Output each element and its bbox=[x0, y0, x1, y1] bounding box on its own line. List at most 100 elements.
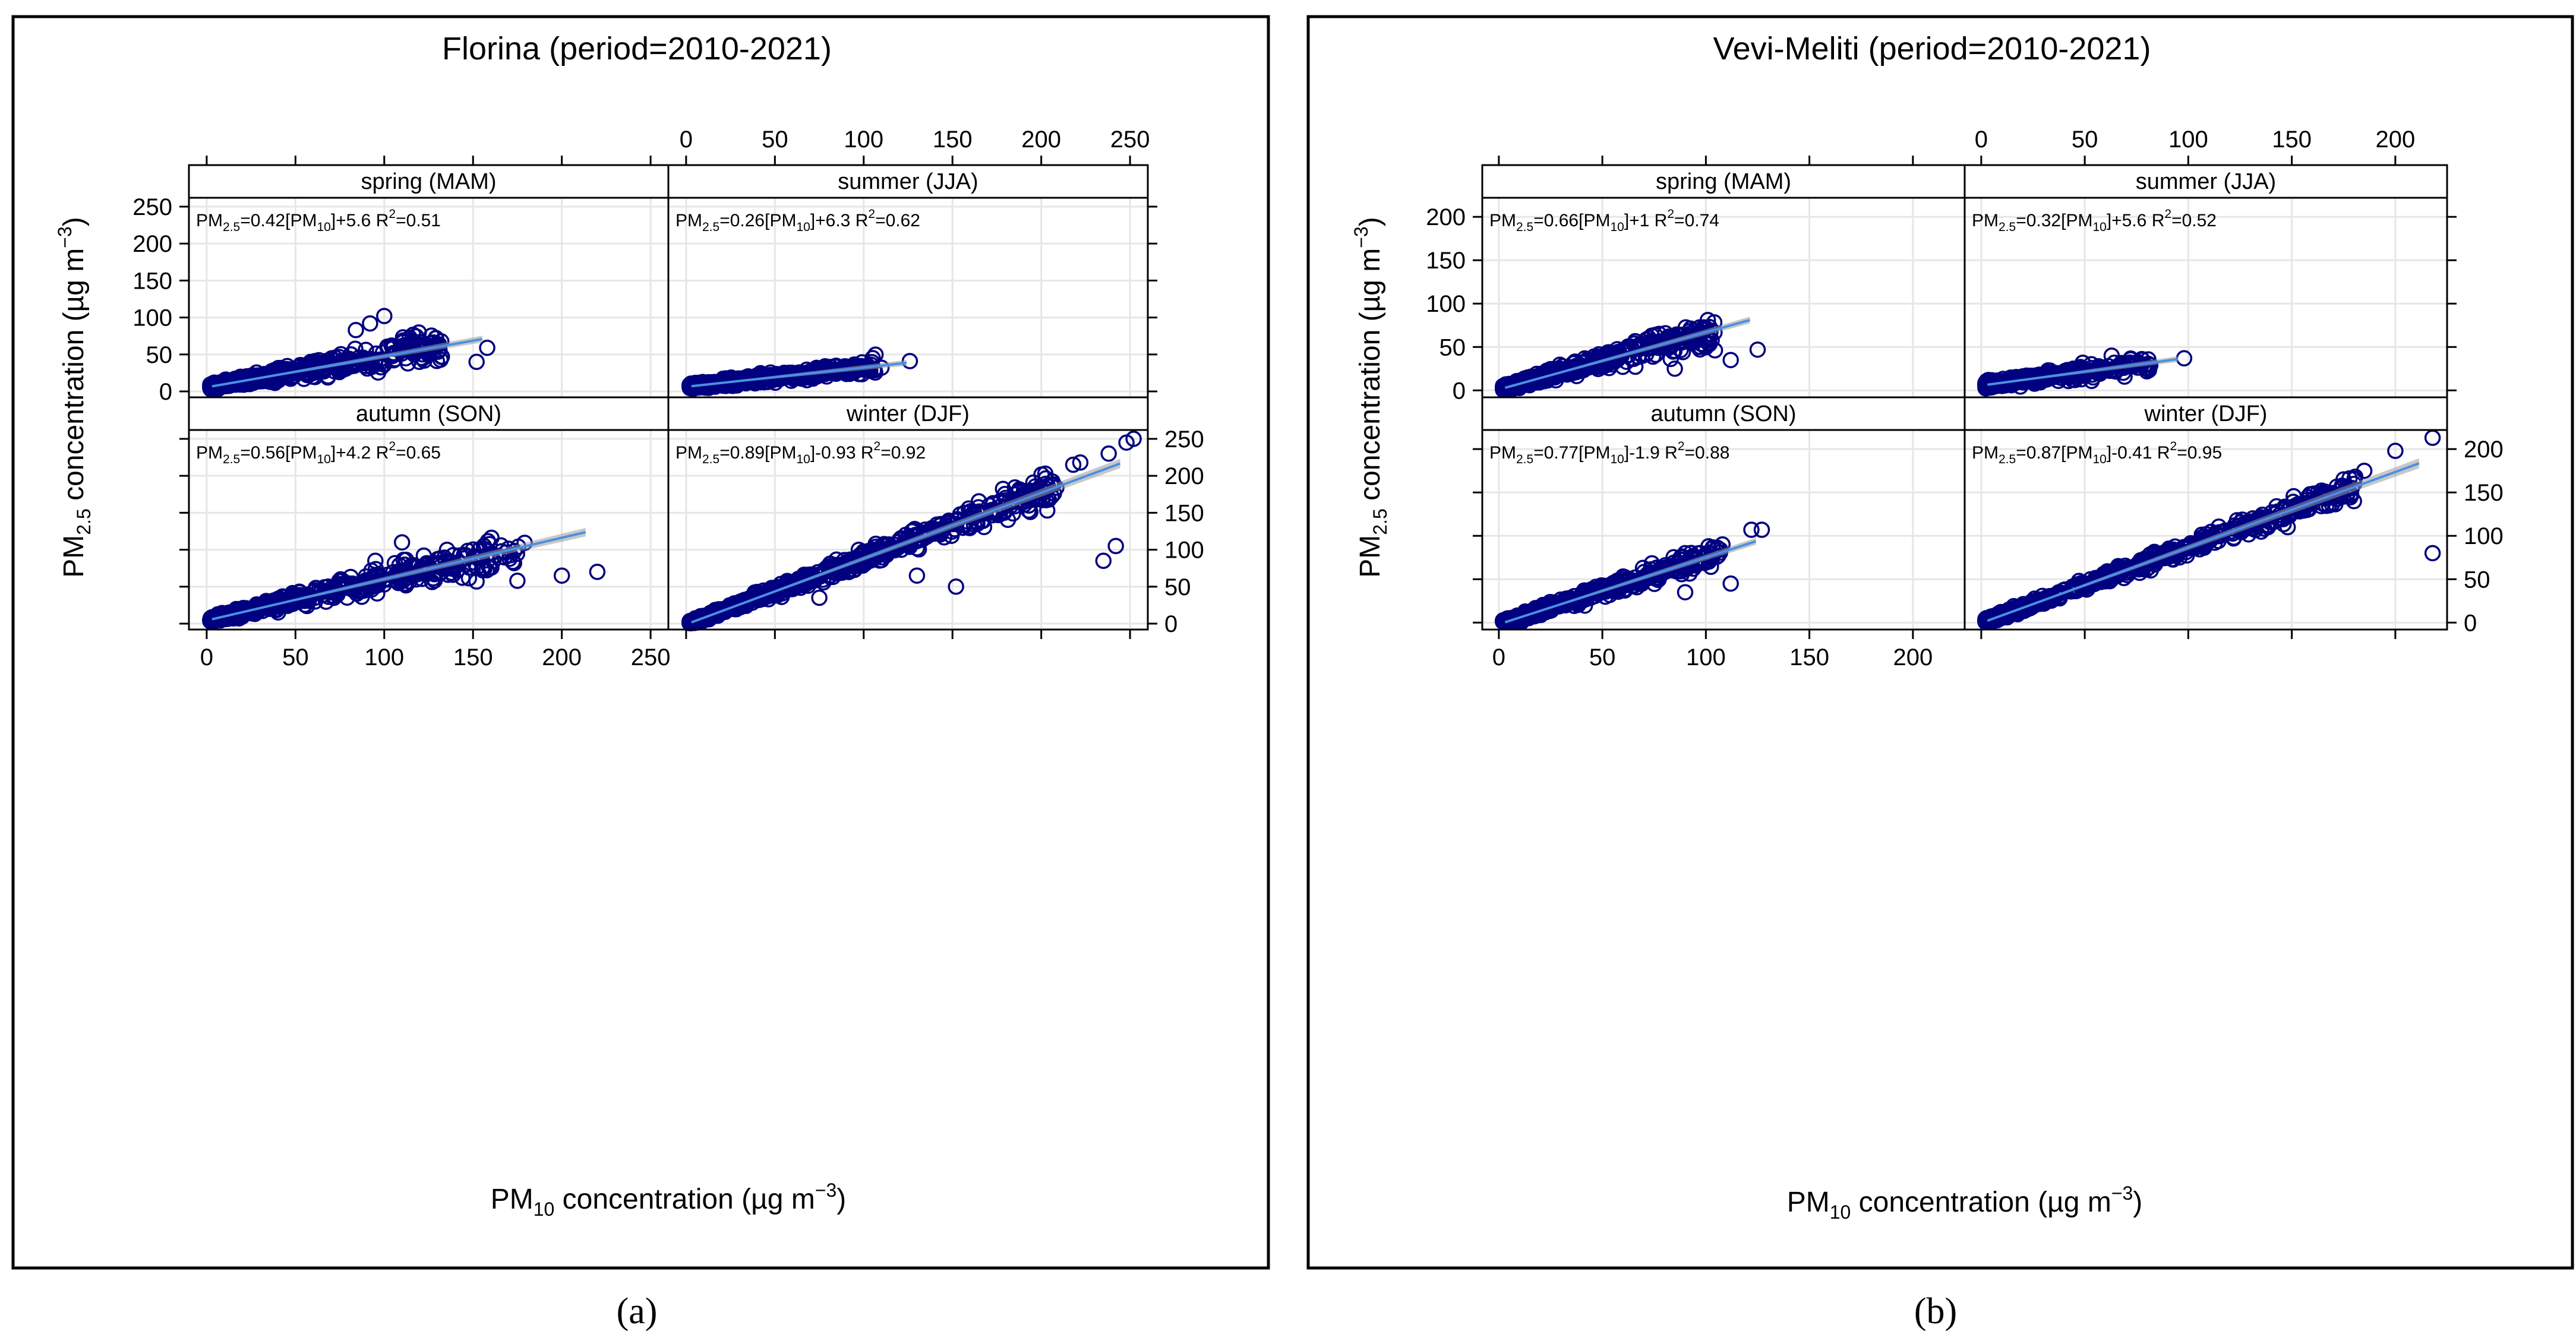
data-point bbox=[1573, 354, 1590, 371]
y-tick-label: 100 bbox=[1164, 537, 1204, 564]
data-point bbox=[752, 374, 769, 391]
facet-summer: summer (JJA) PM2.5=0.32[PM10]+5.6 R2=0.52… bbox=[1963, 127, 2457, 399]
eq-subscript: 10 bbox=[317, 220, 330, 234]
data-point bbox=[867, 346, 884, 363]
regression-line bbox=[691, 362, 907, 388]
outlier-point bbox=[589, 564, 606, 580]
outlier-point bbox=[2356, 462, 2373, 479]
data-point bbox=[372, 359, 389, 376]
x-tick-label: 200 bbox=[1021, 127, 1061, 153]
data-point bbox=[1701, 336, 1718, 353]
data-point bbox=[428, 353, 446, 369]
label-end: ) bbox=[1355, 217, 1386, 226]
eq-subscript: 10 bbox=[796, 453, 810, 466]
regression-line bbox=[1987, 358, 2179, 386]
y-tick-label: 150 bbox=[1164, 500, 1204, 526]
outlier-point bbox=[1666, 360, 1683, 377]
y-tick-label: 50 bbox=[146, 342, 173, 368]
regression-equation: PM2.5=0.77[PM10]-1.9 R2=0.88 bbox=[1489, 439, 1729, 466]
strip-label: autumn (SON) bbox=[1651, 401, 1797, 426]
axis-ticks: 0 50 100 150 200 bbox=[1975, 127, 2457, 391]
x-tick-label: 200 bbox=[1893, 644, 1933, 671]
regression-equation: PM2.5=0.66[PM10]+1 R2=0.74 bbox=[1489, 207, 1719, 234]
x-tick-label: 150 bbox=[933, 127, 973, 153]
regression-equation: PM2.5=0.56[PM10]+4.2 R2=0.65 bbox=[196, 439, 441, 466]
data-point bbox=[423, 327, 440, 344]
data-point bbox=[1497, 381, 1514, 397]
eq-superscript: 2 bbox=[2170, 439, 2177, 453]
strip-label: summer (JJA) bbox=[838, 169, 978, 194]
facet-spring: spring (MAM) PM2.5=0.66[PM10]+1 R2=0.74 0 5… bbox=[1426, 156, 1966, 404]
data-point bbox=[227, 610, 244, 627]
y-axis-label: PM2.5 concentration (µg m−3) bbox=[1350, 217, 1391, 577]
outlier-point bbox=[811, 589, 828, 606]
label-rest: concentration (µg m bbox=[58, 248, 90, 509]
eq-text: PM bbox=[196, 443, 223, 463]
regression-equation: PM2.5=0.32[PM10]+5.6 R2=0.52 bbox=[1972, 207, 2217, 234]
x-tick-label: 150 bbox=[453, 644, 493, 671]
label-subscript: 10 bbox=[533, 1198, 555, 1220]
data-point bbox=[307, 582, 324, 599]
axis-ticks: 0 50 100 150 200 250 bbox=[132, 156, 652, 405]
strip-label: spring (MAM) bbox=[1656, 169, 1791, 194]
x-tick-label: 50 bbox=[762, 127, 788, 153]
eq-subscript: 10 bbox=[317, 453, 330, 466]
data-point bbox=[1665, 343, 1681, 360]
panel-caption: (b) bbox=[1914, 1291, 1957, 1332]
label-superscript: −3 bbox=[815, 1179, 836, 1201]
strip-label: spring (MAM) bbox=[361, 169, 496, 194]
axis-ticks: 0 50 100 150 200 bbox=[1426, 156, 1914, 404]
data-point bbox=[1977, 612, 1994, 630]
outlier-point bbox=[2279, 518, 2296, 536]
x-tick-label: 0 bbox=[680, 127, 693, 153]
figure-border bbox=[1306, 15, 2574, 1270]
x-tick-label: 50 bbox=[2072, 127, 2098, 153]
x-tick-label: 200 bbox=[2376, 127, 2416, 153]
eq-text: ]+1 R bbox=[1624, 211, 1668, 230]
y-tick-label: 50 bbox=[1439, 334, 1466, 360]
label-rest: concentration (µg m bbox=[554, 1184, 815, 1215]
data-point bbox=[1674, 344, 1691, 360]
data-point bbox=[1553, 596, 1570, 613]
y-tick-label: 0 bbox=[1164, 611, 1177, 637]
chart-title: Vevi-Meliti (period=2010-2021) bbox=[1713, 31, 2151, 67]
regression-line bbox=[1504, 319, 1750, 389]
data-point bbox=[1495, 379, 1513, 396]
eq-subscript: 2.5 bbox=[223, 220, 240, 234]
eq-subscript: 2.5 bbox=[702, 220, 719, 234]
x-tick-label: 250 bbox=[631, 644, 671, 671]
plot-area: PM2.5=0.87[PM10]-0.41 R2=0.95 bbox=[1963, 429, 2448, 631]
data-point bbox=[391, 556, 408, 574]
strip-box bbox=[1481, 164, 1966, 199]
figure-border bbox=[11, 15, 1270, 1270]
x-tick-label: 0 bbox=[1975, 127, 1988, 153]
y-tick-label: 250 bbox=[1164, 426, 1204, 453]
data-point bbox=[444, 567, 462, 583]
x-axis-label: PM10 concentration (µg m−3) bbox=[491, 1179, 847, 1220]
data-point bbox=[1978, 379, 1995, 396]
label-main: PM bbox=[1787, 1187, 1830, 1218]
data-point bbox=[1510, 610, 1527, 627]
data-point bbox=[1627, 358, 1644, 375]
data-point bbox=[396, 556, 413, 573]
x-tick-label: 150 bbox=[2272, 127, 2312, 153]
data-point bbox=[776, 364, 793, 381]
y-tick-label: 150 bbox=[132, 268, 172, 294]
y-tick-label: 200 bbox=[1164, 463, 1204, 489]
facet-winter: winter (DJF) PM2.5=0.87[PM10]-0.41 R2=0.9… bbox=[1963, 396, 2504, 639]
outlier-point bbox=[1749, 341, 1766, 358]
data-point bbox=[2025, 374, 2042, 390]
outlier-point bbox=[1753, 521, 1770, 538]
regression-equation: PM2.5=0.87[PM10]-0.41 R2=0.95 bbox=[1972, 439, 2222, 466]
regression-line bbox=[211, 531, 586, 621]
label-rest: concentration (µg m bbox=[1355, 248, 1386, 509]
axis-ticks: 0 50 100 150 200 250 bbox=[680, 127, 1157, 393]
data-point bbox=[1614, 342, 1631, 359]
outlier-point bbox=[1743, 521, 1760, 538]
outlier-point bbox=[1100, 445, 1117, 462]
regression-line bbox=[211, 337, 483, 388]
x-tick-label: 100 bbox=[364, 644, 404, 671]
outlier-point bbox=[1095, 552, 1112, 570]
data-point bbox=[857, 550, 873, 567]
y-tick-label: 0 bbox=[2464, 610, 2477, 636]
